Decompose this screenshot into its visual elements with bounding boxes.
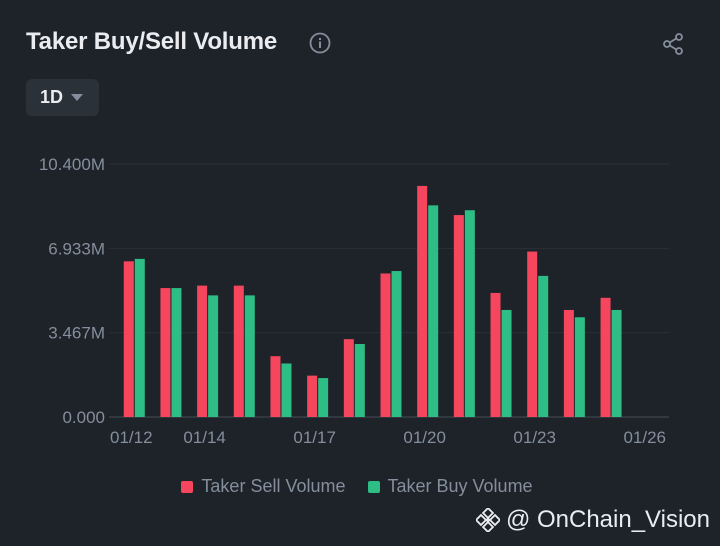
y-tick-label: 3.467M [48,324,105,343]
watermark: @ OnChain_Vision [475,506,710,534]
watermark-text: @ OnChain_Vision [505,506,710,533]
chart-legend: Taker Sell Volume Taker Buy Volume [0,476,720,497]
bar-sell [453,215,464,417]
y-tick-label: 6.933M [48,239,105,258]
legend-label-sell: Taker Sell Volume [201,476,346,496]
bar-buy [501,309,512,417]
bar-sell [270,356,281,417]
bar-buy [574,317,585,417]
bar-sell [123,261,134,417]
interval-dropdown[interactable]: 1D [26,79,99,116]
legend-item-sell[interactable]: Taker Sell Volume [181,476,346,497]
binance-logo-icon [475,508,500,532]
bar-buy [428,205,439,417]
chart-title: Taker Buy/Sell Volume [26,28,277,55]
x-tick-label: 01/12 [110,428,153,447]
bar-chart: 0.000 3.467M 6.933M 10.400M 01/12 01/14 01/17 0… [39,155,669,447]
interval-label: 1D [40,87,64,107]
bar-buy [171,288,182,417]
caret-down-icon [71,94,84,101]
bar-buy [134,258,145,417]
bar-sell [600,297,611,417]
x-tick-label: 01/26 [623,428,666,447]
bar-buy [391,271,402,417]
bar-buy [281,363,292,417]
bar-sell [527,251,538,417]
bar-buy [318,378,329,417]
x-tick-label: 01/17 [293,428,336,447]
info-icon[interactable] [309,32,331,54]
bar-sell [197,285,208,417]
x-tick-label: 01/14 [183,428,226,447]
bar-buy [611,309,622,417]
y-tick-label: 10.400M [39,155,105,174]
legend-swatch-sell [181,480,194,493]
bar-sell [563,309,574,417]
bar-sell [307,375,318,417]
legend-swatch-buy [367,480,380,493]
bar-sell [233,285,244,417]
bar-sell [343,339,354,417]
bar-sell [380,273,391,417]
bar-buy [464,210,475,417]
legend-label-buy: Taker Buy Volume [387,476,533,496]
share-icon[interactable] [661,32,685,56]
bar-sell [417,185,428,417]
bar-buy [244,295,255,417]
bar-buy [354,344,365,417]
bar-sell [490,292,501,417]
x-tick-label: 01/20 [403,428,446,447]
bar-buy [208,295,219,417]
x-tick-label: 01/23 [513,428,556,447]
bar-sell [160,288,171,417]
y-tick-label: 0.000 [62,408,105,427]
legend-item-buy[interactable]: Taker Buy Volume [367,476,533,497]
bar-buy [538,275,549,417]
